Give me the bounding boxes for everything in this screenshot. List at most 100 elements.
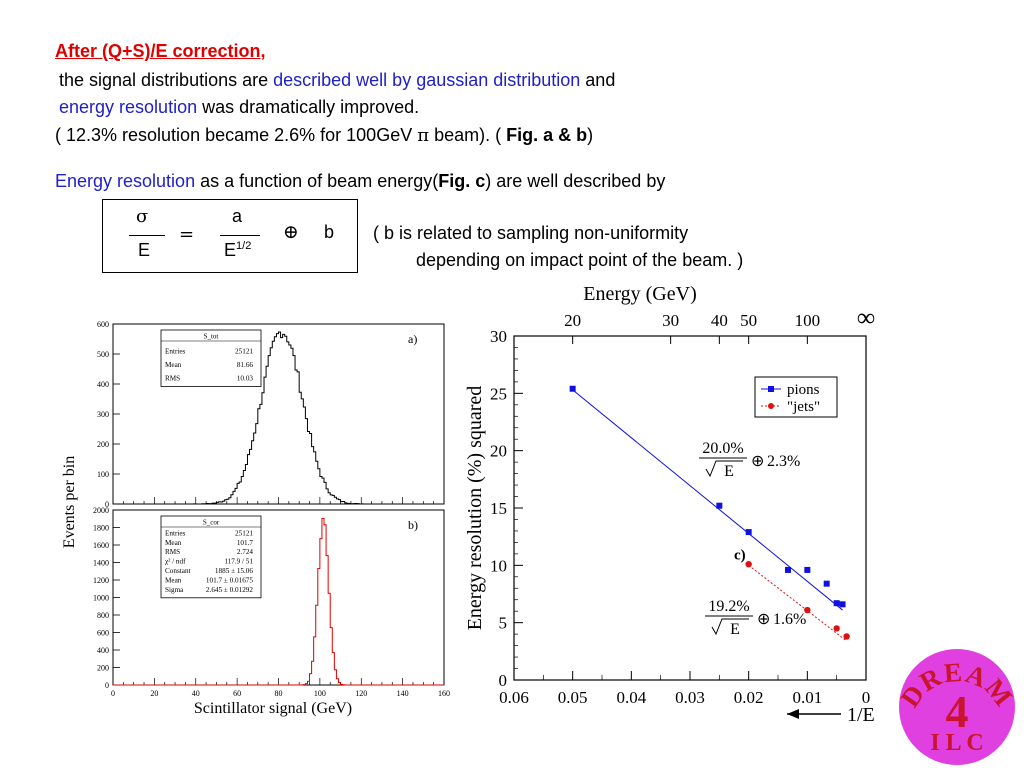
stats-title: S_tot — [204, 333, 219, 341]
note-line-2: depending on impact point of the beam. ) — [416, 250, 744, 270]
text-line-2-post: and — [580, 70, 616, 90]
y-tick-label: 0 — [499, 671, 508, 690]
text-line-4-fig-ref: Fig. a & b — [506, 125, 588, 145]
stats-key: Mean — [165, 361, 182, 369]
formula-numerator-a: a — [232, 206, 243, 226]
x-tick-label: 60 — [233, 689, 241, 698]
y-tick-label: 1200 — [93, 576, 109, 585]
text-line-5: Energy resolution as a function of beam … — [55, 171, 665, 192]
y-tick-label: 800 — [97, 611, 109, 620]
logo-bottom-text: I L C — [930, 730, 983, 756]
stats-box — [160, 515, 262, 599]
stats-value: 117.9 / 51 — [224, 558, 253, 566]
y-tick-label: 15 — [490, 499, 507, 518]
logo-circle — [899, 649, 1015, 765]
data-point — [569, 385, 576, 392]
y-tick-label: 30 — [490, 327, 507, 346]
data-point — [804, 606, 811, 614]
top-tick-label: 50 — [740, 311, 757, 330]
text-line-2-highlight: described well by gaussian distribution — [273, 70, 581, 90]
pi-symbol: π — [417, 125, 430, 146]
legend-marker — [768, 403, 774, 409]
legend-label: pions — [787, 382, 820, 398]
headline: After (Q+S)/E correction, — [55, 41, 266, 61]
histogram-line — [113, 518, 444, 686]
panel-label: a) — [408, 332, 417, 346]
formula-fraction-bar-left — [129, 235, 165, 236]
x-tick-label: 0.01 — [792, 688, 822, 707]
x-tick-label: 140 — [397, 689, 409, 698]
y-tick-label: 0 — [105, 681, 109, 690]
formula-equals: = — [179, 224, 195, 245]
y-tick-label: 200 — [97, 440, 109, 449]
y-tick-label: 100 — [97, 470, 109, 479]
panel-c: 0 5 10 15 20 25 30 0.06 0.05 0.04 0.03 0.02 0.01 0 20 3… — [464, 283, 875, 726]
panel-label: b) — [408, 518, 418, 532]
stats-value: 1885 ± 15.06 — [215, 567, 253, 575]
text-line-4: ( 12.3% resolution became 2.6% for 100Ge… — [55, 125, 593, 146]
x-tick-label: 100 — [314, 689, 326, 698]
formula-sigma: σ — [136, 206, 149, 227]
note-line-1: ( b is related to sampling non-uniformit… — [373, 223, 689, 243]
x-tick-label: 160 — [438, 689, 450, 698]
top-tick-label: 100 — [795, 311, 821, 330]
formula-oplus: ⊕ — [283, 221, 299, 243]
panel-label: c) — [734, 548, 746, 564]
y-tick-label: 10 — [490, 556, 507, 575]
text-line-3-highlight: energy resolution — [59, 97, 198, 117]
x-axis-label: 1/E — [847, 704, 875, 726]
legend-label: "jets" — [787, 399, 820, 415]
y-tick-label: 200 — [97, 664, 109, 673]
histogram-line — [113, 331, 444, 505]
fit-constant: 2.3% — [767, 453, 800, 470]
fit-numerator: 19.2% — [708, 598, 749, 615]
y-tick-label: 1600 — [93, 541, 109, 550]
data-point — [716, 502, 723, 509]
stats-key: Constant — [165, 567, 191, 575]
y-tick-label: 1800 — [93, 524, 109, 533]
stats-key: Mean — [165, 576, 182, 584]
stats-key: Mean — [165, 539, 182, 547]
x-tick-label: 80 — [275, 689, 283, 698]
y-tick-label: 400 — [97, 380, 109, 389]
text-line-5-post: ) are well described by — [485, 171, 666, 191]
stats-value: 10.03 — [237, 375, 254, 383]
x-tick-label: 0.06 — [499, 688, 529, 707]
x-tick-label: 0.04 — [616, 688, 646, 707]
fit-oplus: ⊕ — [751, 453, 764, 470]
stats-value: 101.7 ± 0.01675 — [206, 576, 253, 584]
top-tick-label: ∞ — [857, 303, 876, 332]
data-point — [833, 625, 840, 632]
fit-constant: 1.6% — [773, 611, 806, 628]
stats-key: RMS — [165, 375, 180, 383]
stats-value: 2.724 — [237, 548, 254, 556]
stats-value: 101.7 — [237, 539, 254, 547]
sqrt-sign — [711, 618, 749, 636]
y-tick-label: 600 — [97, 629, 109, 638]
text-line-4-post: ) — [587, 125, 594, 145]
data-point — [839, 601, 846, 608]
text-line-4-mid: beam). ( — [429, 125, 507, 145]
y-tick-label: 20 — [490, 442, 507, 461]
formula-constant-b: b — [324, 222, 335, 242]
x-tick-label: 0 — [862, 688, 871, 707]
y-tick-label: 0 — [105, 500, 109, 509]
y-tick-label: 25 — [490, 384, 507, 403]
shared-y-axis-label: Events per bin — [61, 456, 78, 548]
sqrt-sign — [705, 460, 743, 478]
text-line-2-pre: the signal distributions are — [59, 70, 274, 90]
y-tick-label: 300 — [97, 410, 109, 419]
text-line-4-pre: ( 12.3% resolution became 2.6% for 100Ge… — [55, 125, 418, 145]
data-point — [784, 566, 791, 573]
fit-line — [572, 389, 843, 611]
data-point — [745, 529, 752, 536]
y-axis-label: Energy resolution (%) squared — [464, 386, 486, 631]
text-line-3-post: was dramatically improved. — [197, 97, 420, 117]
fit-denominator: E — [724, 463, 734, 480]
data-point — [804, 566, 811, 573]
stats-key: RMS — [165, 548, 180, 556]
x-tick-label: 0.03 — [675, 688, 705, 707]
panel-b: 0 200 400 600 800 1000 1200 1400 1600 1800 2000 0 20… — [93, 506, 450, 698]
stats-key: Entries — [165, 529, 186, 537]
formula-e-half-base: E — [224, 240, 237, 260]
